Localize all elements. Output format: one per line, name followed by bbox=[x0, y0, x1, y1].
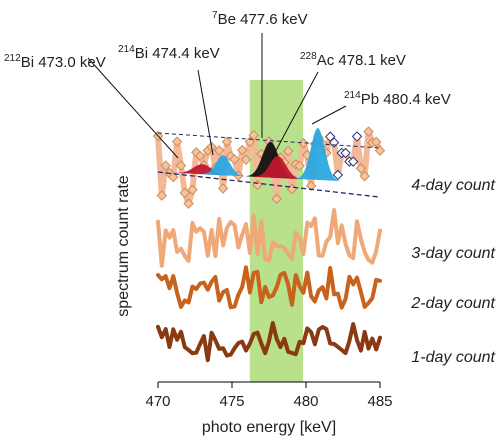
data-point-marker bbox=[359, 170, 370, 182]
data-point-marker bbox=[160, 160, 171, 171]
peak-fill-ac228 bbox=[253, 156, 302, 180]
data-point-marker bbox=[187, 184, 198, 196]
data-point-marker bbox=[305, 180, 317, 192]
fit-baseline bbox=[157, 171, 381, 198]
data-point-marker bbox=[236, 144, 248, 156]
x-tick-label: 485 bbox=[367, 393, 392, 410]
series-line-2 bbox=[156, 208, 382, 268]
x-tick-label: 475 bbox=[219, 393, 244, 410]
peak-annotation: 214Bi 474.4 keV bbox=[118, 44, 220, 62]
data-point-marker bbox=[355, 163, 367, 174]
peak-element: Bi bbox=[135, 45, 148, 62]
series-label-2: 3-day count bbox=[411, 245, 495, 262]
data-point-marker bbox=[347, 156, 359, 167]
peak-fill-pb214 bbox=[296, 128, 339, 181]
data-point-marker bbox=[271, 193, 282, 205]
series-label-4: 1-day count bbox=[411, 349, 495, 366]
peak-annotation: 214Pb 480.4 keV bbox=[344, 90, 451, 108]
peak-annotation: 7Be 477.6 keV bbox=[212, 10, 308, 28]
annotation-leader bbox=[87, 57, 179, 159]
series-label-3: 2-day count bbox=[410, 295, 495, 312]
x-tick-label: 480 bbox=[293, 393, 318, 410]
series-line-3 bbox=[156, 265, 382, 310]
data-point-marker bbox=[248, 129, 259, 141]
peak-annotation: 212Bi 473.0 keV bbox=[4, 53, 106, 71]
data-point-marker bbox=[351, 131, 363, 142]
peak-annotation: 228Ac 478.1 keV bbox=[300, 51, 406, 69]
data-point-marker bbox=[171, 136, 183, 147]
data-point-marker bbox=[179, 187, 191, 199]
peak-mass: 214 bbox=[344, 90, 361, 101]
x-axis-title: photo energy [keV] bbox=[202, 419, 336, 436]
peak-element: Bi bbox=[21, 54, 34, 71]
peak-energy: 473.0 keV bbox=[38, 54, 106, 71]
data-point-marker bbox=[194, 150, 206, 162]
peak-element: Be bbox=[218, 11, 236, 28]
peak-energy: 474.4 keV bbox=[152, 45, 220, 62]
data-point-marker bbox=[156, 190, 168, 201]
peak-mass: 7 bbox=[212, 10, 218, 21]
data-point-marker bbox=[221, 136, 233, 147]
fit-upper bbox=[157, 132, 381, 149]
peak-energy: 478.1 keV bbox=[338, 52, 406, 69]
peak-energy: 480.4 keV bbox=[383, 91, 451, 108]
peak-energy: 477.6 keV bbox=[240, 11, 308, 28]
data-point-marker bbox=[340, 147, 351, 159]
data-point-marker bbox=[168, 171, 179, 183]
series-line-4 bbox=[156, 321, 382, 363]
data-point-marker bbox=[370, 136, 382, 148]
data-point-marker bbox=[294, 160, 305, 172]
data-point-marker bbox=[229, 154, 240, 165]
y-axis-title: spectrum count rate bbox=[115, 175, 132, 317]
annotation-leader bbox=[271, 71, 319, 159]
data-point-marker bbox=[214, 145, 225, 156]
data-point-marker bbox=[374, 145, 386, 156]
series-label-1: 4-day count bbox=[411, 177, 495, 194]
annotation-leader bbox=[311, 105, 347, 125]
annotation-leader bbox=[197, 69, 214, 156]
data-point-marker bbox=[282, 145, 294, 157]
data-point-marker bbox=[175, 160, 187, 171]
data-point-marker bbox=[183, 198, 194, 209]
peak-mass: 212 bbox=[4, 53, 21, 64]
data-point-marker bbox=[240, 154, 252, 166]
data-point-marker bbox=[217, 183, 229, 194]
peak-element: Pb bbox=[361, 91, 379, 108]
peak-element: Ac bbox=[317, 52, 335, 69]
x-tick-label: 470 bbox=[145, 393, 170, 410]
peak-fill-bi214 bbox=[202, 155, 245, 177]
data-point-marker bbox=[298, 137, 309, 149]
peak-mass: 214 bbox=[118, 44, 135, 55]
data-point-marker bbox=[363, 126, 374, 137]
peak-mass: 228 bbox=[300, 51, 317, 62]
data-point-marker bbox=[332, 169, 344, 181]
